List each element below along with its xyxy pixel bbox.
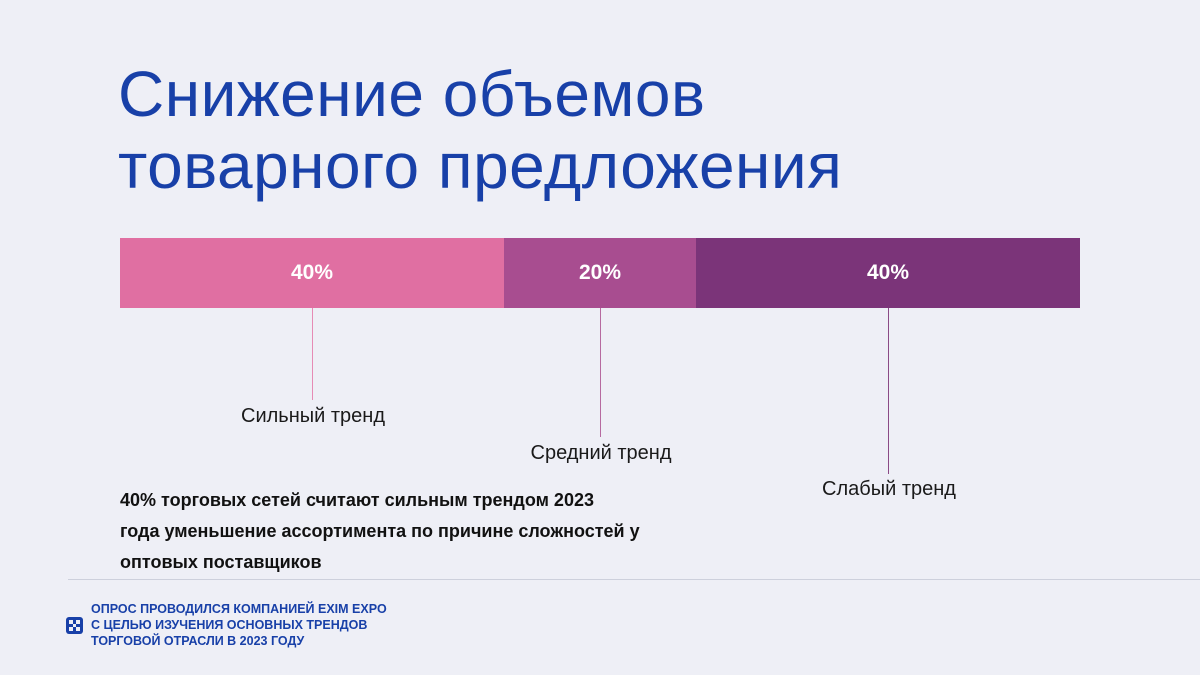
footer-text: ОПРОС ПРОВОДИЛСЯ КОМПАНИЕЙ EXIM EXPO С Ц… [91,601,387,649]
category-label-1: Сильный тренд [241,405,385,427]
page-title-line-2: товарного предложения [118,130,843,202]
stacked-bar: 40% 20% 40% [120,238,1080,308]
category-label-2: Средний тренд [530,442,672,464]
bar-value-label-1: 40% [290,261,334,284]
page-title: Снижение объемов товарного предложения [118,58,1118,202]
footer: ОПРОС ПРОВОДИЛСЯ КОМПАНИЕЙ EXIM EXPO С Ц… [66,601,387,649]
summary-note-line-1: 40% торговых сетей считают сильным тренд… [120,490,594,510]
summary-note-line-2: года уменьшение ассортимента по причине … [120,521,640,541]
category-label-3: Слабый тренд [822,478,956,500]
leader-line-3 [888,308,889,474]
footer-line-1: ОПРОС ПРОВОДИЛСЯ КОМПАНИЕЙ EXIM EXPO [91,602,387,616]
bar-segment-3: 40% [696,238,1080,308]
footer-divider [68,579,1200,580]
page-title-line-1: Снижение объемов [118,58,706,130]
bar-segment-2: 20% [504,238,696,308]
leader-line-2 [600,308,601,437]
summary-note: 40% торговых сетей считают сильным тренд… [120,485,760,578]
bar-value-label-2: 20% [578,261,622,284]
footer-line-3: ТОРГОВОЙ ОТРАСЛИ В 2023 ГОДУ [91,634,305,648]
leader-line-1 [312,308,313,400]
footer-line-2: С ЦЕЛЬЮ ИЗУЧЕНИЯ ОСНОВНЫХ ТРЕНДОВ [91,618,368,632]
summary-note-line-3: оптовых поставщиков [120,552,322,572]
bar-value-label-3: 40% [866,261,910,284]
bar-segment-1: 40% [120,238,504,308]
exim-expo-logo-icon [66,616,83,634]
